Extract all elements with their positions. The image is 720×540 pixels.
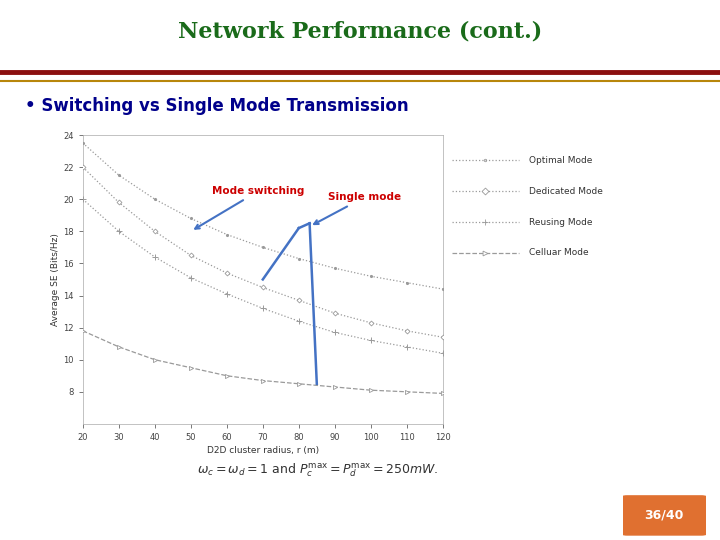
Text: Dedicated Mode: Dedicated Mode (529, 187, 603, 195)
Text: Network Performance (cont.): Network Performance (cont.) (178, 21, 542, 43)
Y-axis label: Average SE (Bits/Hz): Average SE (Bits/Hz) (51, 233, 60, 326)
Text: $\omega_c = \omega_d = 1$ and $P_c^{\max} = P_d^{\max} = 250mW.$: $\omega_c = \omega_d = 1$ and $P_c^{\max… (197, 461, 438, 478)
X-axis label: D2D cluster radius, r (m): D2D cluster radius, r (m) (207, 446, 319, 455)
Text: Single mode: Single mode (314, 192, 401, 224)
Text: Celluar Mode: Celluar Mode (529, 248, 589, 258)
Text: Mode switching: Mode switching (195, 186, 305, 229)
Text: Optimal Mode: Optimal Mode (529, 156, 593, 165)
Text: Reusing Mode: Reusing Mode (529, 218, 593, 227)
FancyBboxPatch shape (621, 495, 708, 536)
Text: • Switching vs Single Mode Transmission: • Switching vs Single Mode Transmission (24, 97, 408, 115)
Text: 36/40: 36/40 (644, 509, 684, 522)
